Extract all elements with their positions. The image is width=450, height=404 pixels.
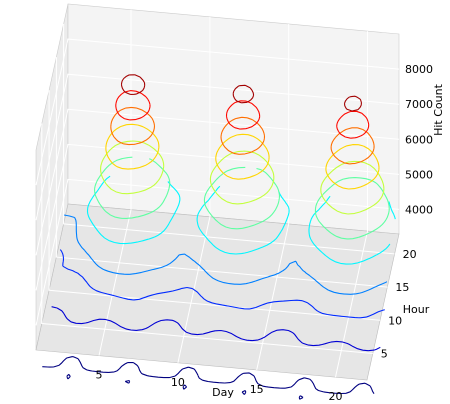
- contour-line: [42, 356, 375, 404]
- contour-line: [59, 249, 385, 319]
- x-grid-line: [98, 9, 132, 356]
- contour-line: [94, 156, 390, 240]
- y-tick-label: 20: [403, 248, 417, 261]
- axis-panes: [35, 3, 400, 381]
- tick-labels: 5 10 15 20 5 10 15 20 4000 5000 6000 7000 8000: [96, 63, 434, 403]
- contour-line: [51, 306, 381, 352]
- y-tick-label: 5: [381, 348, 388, 361]
- z-tick-label: 7000: [405, 98, 433, 111]
- floor-pane: [35, 203, 400, 381]
- contour-line: [100, 140, 385, 215]
- z-grid-line: [35, 108, 400, 256]
- contour-line: [120, 74, 362, 112]
- back-pane: [67, 3, 400, 235]
- z-axis-label: Hit Count: [432, 83, 445, 135]
- x-axis-label: Day: [212, 386, 234, 399]
- z-tick-label: 8000: [405, 63, 433, 76]
- z-grid-line: [35, 143, 400, 291]
- y-grid-line: [55, 57, 388, 288]
- x-tick-label: 15: [250, 383, 264, 396]
- x-tick-label: 20: [329, 390, 343, 400]
- contour-line: [63, 214, 388, 295]
- x-grid-line: [335, 31, 368, 378]
- grid-lines: [35, 9, 400, 378]
- contour-lines: [42, 74, 396, 404]
- y-grid-line: [63, 23, 395, 255]
- x-grid-line: [177, 16, 211, 364]
- y-axis-label: Hour: [403, 303, 430, 316]
- z-tick-label: 5000: [405, 168, 433, 181]
- contour-line: [115, 90, 370, 139]
- z-grid-line: [35, 73, 400, 221]
- z-tick-label: 6000: [405, 133, 433, 146]
- x-tick-label: 5: [96, 369, 103, 382]
- z-grid-line: [35, 38, 400, 186]
- y-grid-line: [48, 90, 381, 321]
- z-tick-label: 4000: [405, 203, 433, 216]
- z-grid-line: [35, 178, 400, 326]
- x-grid-line: [256, 24, 290, 371]
- y-tick-label: 10: [388, 314, 402, 327]
- y-tick-label: 15: [395, 281, 409, 294]
- y-grid-line: [41, 123, 373, 354]
- contour-line: [86, 175, 396, 265]
- x-tick-label: 10: [171, 376, 185, 389]
- contour-line: [110, 106, 375, 165]
